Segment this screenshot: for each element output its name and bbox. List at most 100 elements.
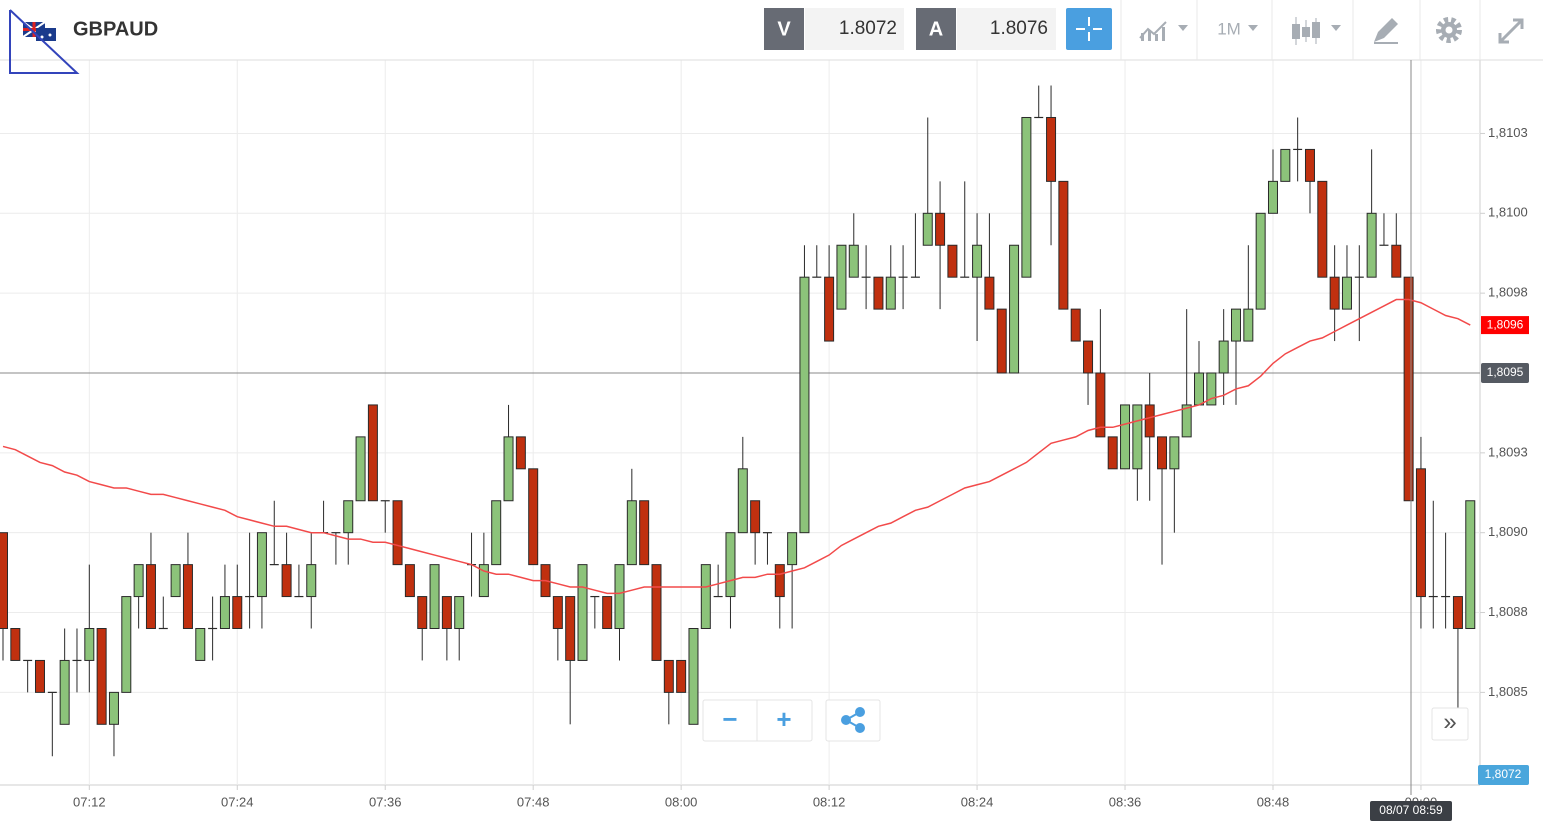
candle-body: [577, 564, 588, 661]
candle-body: [885, 276, 896, 310]
candle-body: [1391, 244, 1402, 278]
crosshair-label-bg: [1481, 362, 1529, 383]
zoom-in[interactable]: +: [776, 704, 791, 734]
candle-body: [1206, 372, 1217, 406]
chart-type-button[interactable]: [1292, 17, 1341, 45]
bid-price: 1.8072: [839, 18, 897, 39]
candle-body: [343, 500, 354, 534]
ask-box[interactable]: [957, 8, 1056, 50]
candle-body: [145, 564, 156, 630]
x-tick-label: 07:36: [369, 794, 402, 809]
candle-body: [170, 564, 181, 598]
candle-body: [1132, 404, 1143, 470]
candle-body: [1218, 340, 1229, 374]
candle-body: [984, 276, 995, 310]
candle-body: [836, 244, 847, 310]
crosshair-button[interactable]: [1066, 8, 1112, 50]
candle-body: [750, 500, 761, 534]
y-tick-label: 1,8100: [1488, 205, 1528, 220]
fullscreen-button[interactable]: [1498, 18, 1524, 44]
ask-badge: [916, 8, 956, 50]
candle-body: [1465, 500, 1476, 630]
candle-body: [651, 564, 662, 661]
settings-button[interactable]: [1436, 17, 1462, 43]
bid-badge: [764, 8, 804, 50]
candle-body: [1304, 148, 1315, 182]
candle-body: [355, 436, 366, 502]
ma-label: 1,8096: [1487, 317, 1524, 331]
candle-body: [824, 276, 835, 342]
candle-body: [454, 596, 465, 630]
candle-body: [626, 500, 637, 566]
candle-body: [787, 532, 798, 566]
candle-body: [1144, 404, 1155, 438]
scroll-end-button[interactable]: [1431, 707, 1469, 741]
ask-label: A: [929, 18, 943, 40]
candle-body: [1415, 468, 1426, 598]
candle-body: [10, 628, 21, 661]
candle-body: [1169, 436, 1180, 470]
candle-body: [1255, 212, 1266, 310]
separators: [1120, 0, 1481, 60]
candle-body: [1452, 596, 1463, 630]
candle-body: [417, 596, 428, 630]
candle-body: [1107, 436, 1118, 470]
candle-body: [972, 244, 983, 278]
candle-body: [96, 628, 107, 725]
y-tick-label: 1,8085: [1488, 684, 1528, 699]
candle-body: [195, 628, 206, 661]
selection-outline: [9, 9, 80, 74]
x-tick-label: 08:24: [961, 794, 994, 809]
candle-body: [1267, 180, 1278, 214]
bid-marker: 1,8072: [1485, 767, 1522, 781]
moving-average: [2, 298, 1471, 595]
x-tick-label: 08:36: [1109, 794, 1142, 809]
zoom-controls: − + »: [702, 699, 1469, 742]
candle-body: [1403, 276, 1414, 502]
candle-body: [256, 532, 267, 598]
ma-label-bg: [1481, 316, 1529, 335]
x-tick-label: 08:48: [1257, 794, 1290, 809]
draw-button[interactable]: [1374, 18, 1398, 44]
candle-body: [1329, 276, 1340, 310]
candle-body: [404, 564, 415, 598]
candle-body: [392, 500, 403, 566]
candle-body: [281, 564, 292, 598]
share-button[interactable]: [825, 699, 881, 742]
candle-body: [1046, 116, 1057, 182]
candle-body: [1095, 372, 1106, 438]
candle-body: [515, 436, 526, 470]
x-tick-label: 08:00: [665, 794, 698, 809]
bid-label: V: [777, 18, 791, 40]
candle-body: [799, 276, 810, 534]
candle-body: [688, 628, 699, 725]
timeframe-button[interactable]: 1M: [1217, 19, 1258, 38]
candle-body: [1083, 340, 1094, 374]
candle-body: [700, 564, 711, 630]
candle-body: [1181, 404, 1192, 438]
timeframe: 1M: [1217, 19, 1241, 38]
bid-box[interactable]: [805, 8, 904, 50]
header: GBPAUD V 1.8072 A 1.8076 1M: [0, 0, 1543, 74]
crosshair-time-bg: [1370, 801, 1452, 821]
candle-body: [935, 212, 946, 246]
share-icon: [841, 707, 865, 733]
candle-body: [848, 244, 859, 278]
crosshair-time: 08/07 08:59: [1379, 803, 1443, 817]
candle-body: [108, 691, 119, 725]
indicator-button[interactable]: [1139, 21, 1188, 41]
zoom-out[interactable]: −: [722, 704, 737, 734]
candle-body: [0, 532, 8, 630]
y-tick-label: 1,8088: [1488, 604, 1528, 619]
candle-body: [663, 659, 674, 693]
y-tick-label: 1,8098: [1488, 285, 1528, 300]
x-tick-label: 08:12: [813, 794, 846, 809]
candle-body: [725, 532, 736, 598]
y-tick-label: 1,8103: [1488, 125, 1528, 140]
candle-body: [922, 212, 933, 246]
candle-body: [996, 308, 1007, 374]
candle-body: [528, 468, 539, 566]
candle-body: [1194, 372, 1205, 406]
